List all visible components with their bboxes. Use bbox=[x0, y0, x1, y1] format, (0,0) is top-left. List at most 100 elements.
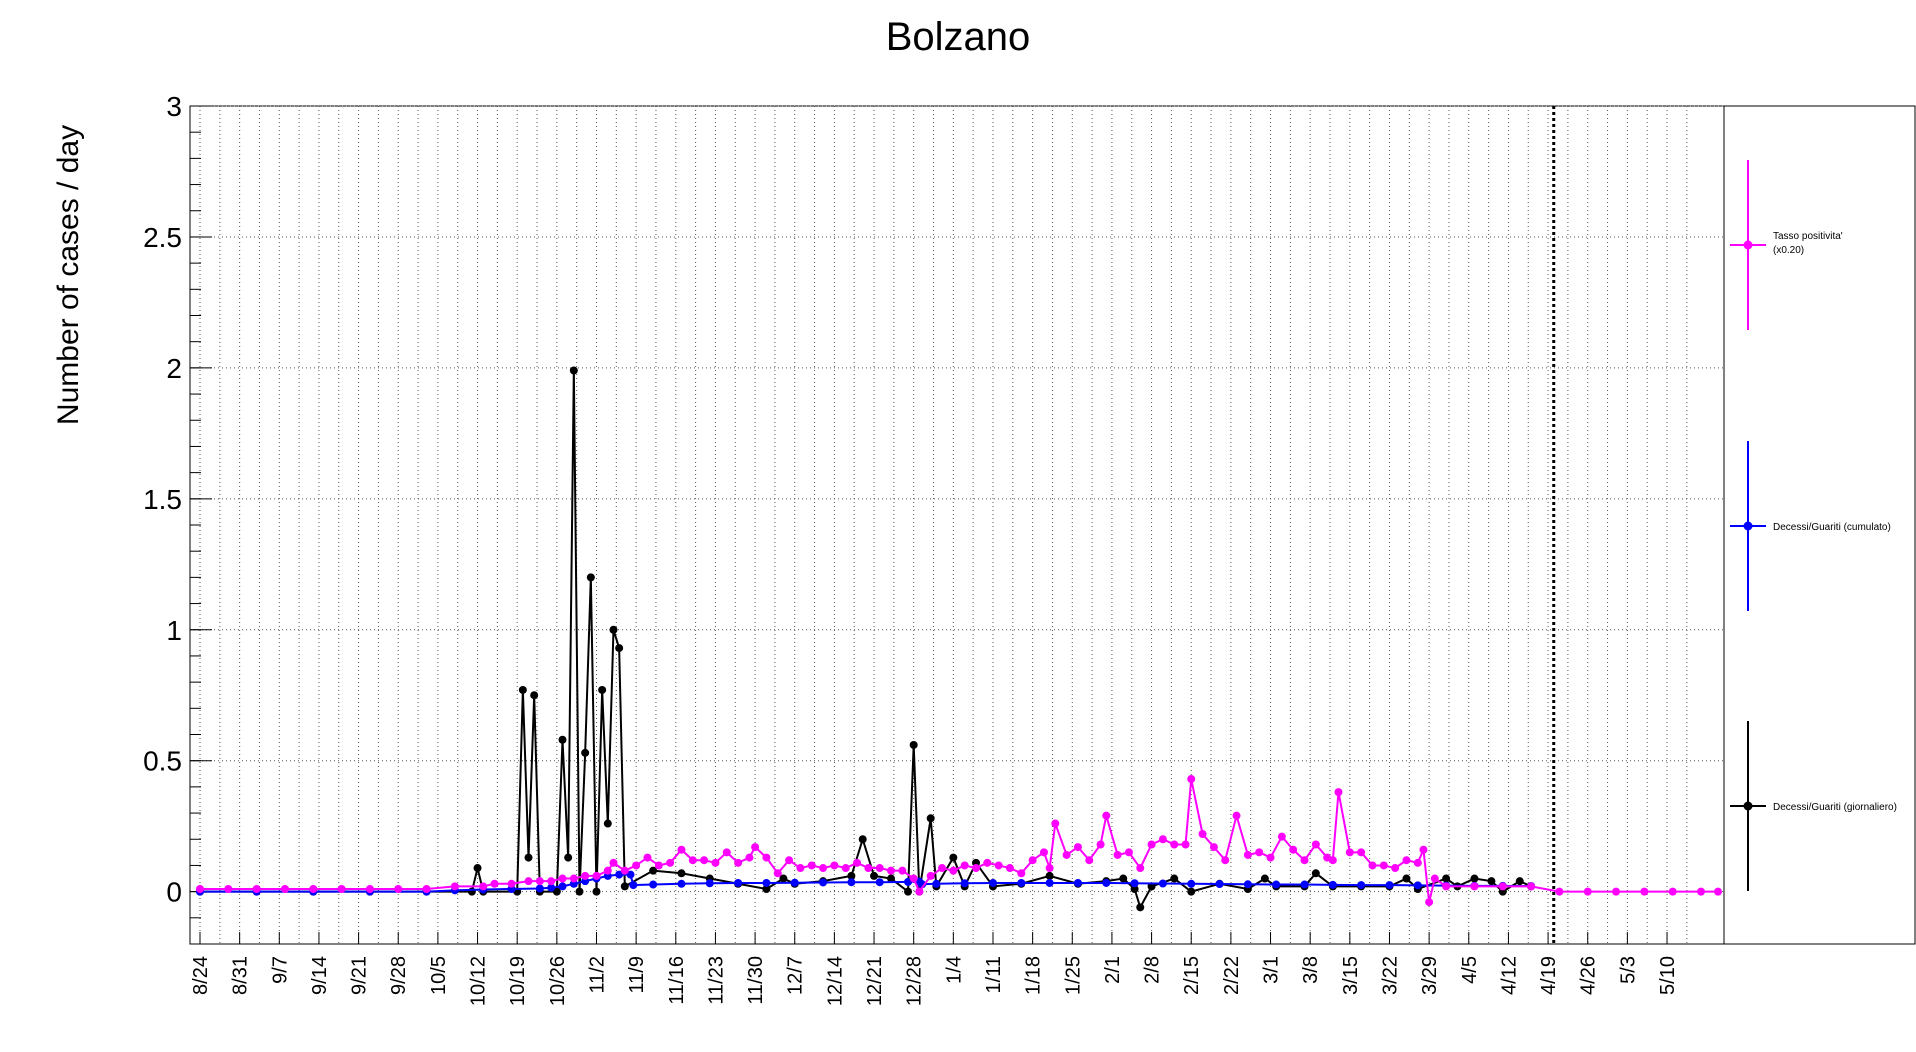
series-point bbox=[1130, 879, 1139, 888]
series-point bbox=[224, 885, 233, 894]
x-tick-label: 3/15 bbox=[1340, 956, 1362, 995]
legend-label: Decessi/Guariti (cumulato) bbox=[1773, 522, 1891, 533]
series-point bbox=[615, 644, 624, 653]
series-point bbox=[1073, 878, 1082, 887]
series-point bbox=[1413, 881, 1422, 890]
series-point bbox=[1515, 877, 1524, 886]
series-point bbox=[1470, 882, 1479, 891]
series-point bbox=[1311, 869, 1320, 878]
series-point bbox=[1357, 848, 1366, 857]
series-point bbox=[971, 864, 980, 873]
series-point bbox=[751, 843, 760, 852]
series-point bbox=[1555, 887, 1564, 896]
series-layer bbox=[196, 366, 1722, 912]
series-point bbox=[1402, 856, 1411, 865]
series-point bbox=[309, 885, 318, 894]
x-tick-label: 3/1 bbox=[1261, 956, 1283, 984]
series-point bbox=[1102, 811, 1111, 820]
plot-frame bbox=[189, 105, 1725, 945]
series-point bbox=[1147, 840, 1156, 849]
series-point bbox=[887, 874, 896, 883]
series-point bbox=[1039, 848, 1048, 857]
series-point bbox=[1187, 887, 1196, 896]
series-point bbox=[1181, 840, 1190, 849]
series-point bbox=[1045, 864, 1054, 873]
series-point bbox=[1136, 864, 1145, 873]
series-point bbox=[830, 861, 839, 870]
series-point bbox=[1527, 882, 1536, 891]
series-point bbox=[1442, 882, 1451, 891]
series-point bbox=[1311, 840, 1320, 849]
series-point bbox=[1668, 887, 1677, 896]
series-point bbox=[1073, 843, 1082, 852]
y-tick-label: 0 bbox=[166, 877, 182, 908]
y-axis-label: Number of cases / day bbox=[52, 125, 85, 425]
series-point bbox=[1714, 887, 1722, 896]
series-point bbox=[1402, 874, 1411, 883]
series-point bbox=[1187, 775, 1196, 784]
x-tick-label: 2/15 bbox=[1181, 956, 1203, 995]
x-tick-label: 12/21 bbox=[864, 956, 886, 1006]
series-point bbox=[569, 366, 578, 375]
series-point bbox=[473, 864, 482, 873]
series-point bbox=[479, 882, 488, 891]
series-point bbox=[1017, 878, 1026, 887]
legend-label: Decessi/Guariti (giornaliero) bbox=[1773, 802, 1897, 813]
series-point bbox=[841, 864, 850, 873]
series-point bbox=[1221, 856, 1230, 865]
x-tick-label: 11/30 bbox=[745, 956, 767, 1005]
series-point bbox=[762, 853, 771, 862]
series-point bbox=[649, 880, 658, 889]
series-point bbox=[734, 858, 743, 867]
x-tick-label: 5/3 bbox=[1617, 956, 1639, 984]
series-point bbox=[530, 691, 539, 700]
y-tick-label: 2.5 bbox=[143, 222, 182, 253]
series-point bbox=[847, 878, 856, 887]
series-point bbox=[1413, 858, 1422, 867]
series-point bbox=[1085, 856, 1094, 865]
x-tick-label: 3/8 bbox=[1300, 956, 1322, 984]
series-point bbox=[1583, 887, 1592, 896]
series-point bbox=[960, 861, 969, 870]
x-tick-label: 9/14 bbox=[309, 956, 331, 995]
series-point bbox=[1209, 843, 1218, 852]
series-point bbox=[983, 858, 992, 867]
series-point bbox=[422, 885, 431, 894]
series-point bbox=[677, 869, 686, 878]
x-tick-label: 10/5 bbox=[428, 956, 450, 995]
series-point bbox=[847, 871, 856, 880]
series-point bbox=[1170, 874, 1179, 883]
series-point bbox=[1158, 879, 1167, 888]
series-point bbox=[790, 878, 799, 887]
series-point bbox=[1119, 874, 1128, 883]
series-point bbox=[898, 866, 907, 875]
x-tick-label: 1/11 bbox=[983, 956, 1005, 993]
series-point bbox=[1498, 882, 1507, 891]
series-point bbox=[677, 845, 686, 854]
legend-label: Tasso positivita' (x0.20) bbox=[1773, 231, 1843, 256]
series-point bbox=[1051, 819, 1060, 828]
legend-marker bbox=[1743, 801, 1753, 811]
series-point bbox=[1419, 845, 1428, 854]
series-point bbox=[711, 858, 720, 867]
series-point bbox=[592, 887, 601, 896]
y-tick-label: 1 bbox=[166, 615, 182, 646]
series-point bbox=[762, 885, 771, 894]
series-point bbox=[1425, 898, 1434, 907]
series-point bbox=[926, 871, 935, 880]
series-point bbox=[785, 856, 794, 865]
series-point bbox=[762, 878, 771, 887]
series-point bbox=[524, 877, 533, 886]
series-point bbox=[1136, 903, 1145, 912]
series-point bbox=[1017, 869, 1026, 878]
series-point bbox=[1255, 848, 1264, 857]
series-point bbox=[1300, 856, 1309, 865]
series-point bbox=[1334, 788, 1343, 797]
series-point bbox=[609, 858, 618, 867]
x-tick-label: 11/16 bbox=[666, 956, 688, 1005]
legend: Tasso positivita' (x0.20) Decessi/Guariti … bbox=[1730, 160, 1897, 891]
x-tick-label: 10/19 bbox=[507, 956, 529, 1006]
series-point bbox=[1368, 861, 1377, 870]
series-point bbox=[1470, 874, 1479, 883]
grid-layer bbox=[190, 105, 1724, 944]
